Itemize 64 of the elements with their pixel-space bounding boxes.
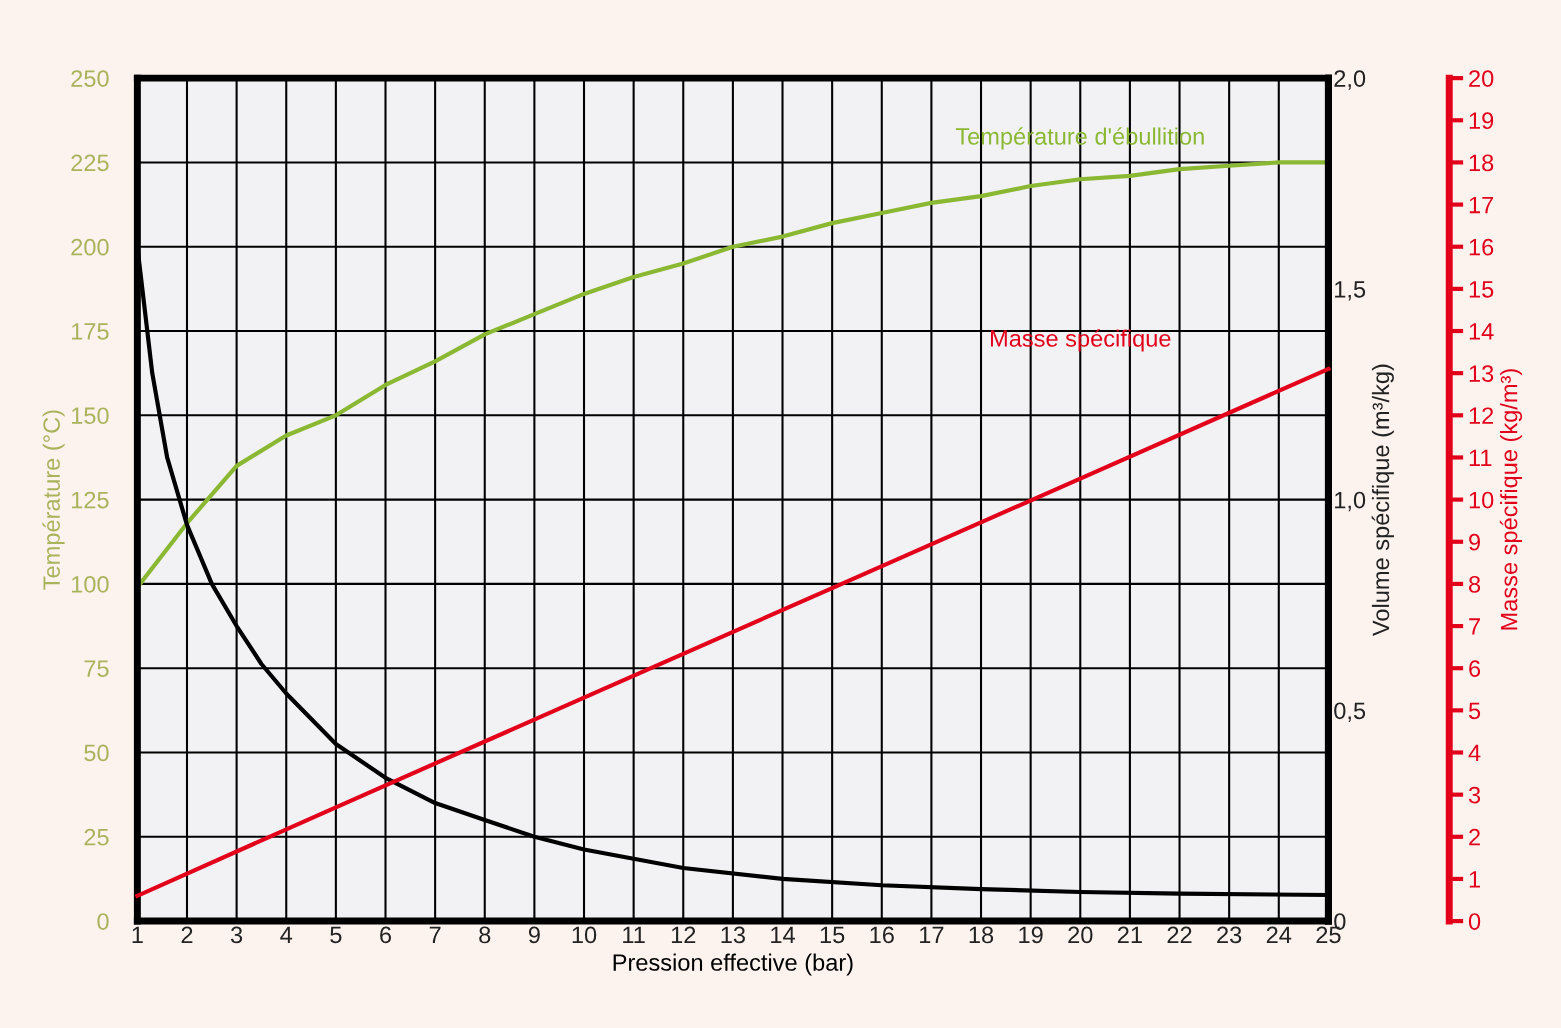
x-tick-label: 8 bbox=[479, 926, 491, 944]
x-tick-label: 1 bbox=[132, 926, 143, 944]
y3-tick-label: 14 bbox=[1469, 323, 1494, 340]
y3-tick-label: 4 bbox=[1468, 744, 1481, 762]
x-tick-label: 20 bbox=[1068, 926, 1093, 944]
x-tick-label: 5 bbox=[330, 926, 342, 944]
y3-tick-label: 19 bbox=[1469, 112, 1494, 130]
x-tick-label: 10 bbox=[572, 926, 597, 944]
y-tick-label: 100 bbox=[72, 575, 109, 593]
y2-tick-label: 0,5 bbox=[1334, 702, 1366, 722]
y3-axis-title: Masse spécifique (kg/m³) bbox=[1499, 369, 1523, 630]
x-tick-label: 13 bbox=[721, 926, 745, 944]
y-tick-label: 125 bbox=[72, 491, 109, 509]
y3-tick-label: 13 bbox=[1469, 365, 1494, 382]
x-tick-label: 16 bbox=[870, 926, 894, 944]
y3-tick-label: 8 bbox=[1469, 575, 1481, 593]
y3-tick-label: 2 bbox=[1469, 828, 1480, 846]
y3-tick-label: 15 bbox=[1469, 281, 1494, 298]
y-tick-label: 225 bbox=[71, 154, 109, 172]
y2-tick-label: 1,5 bbox=[1335, 281, 1366, 301]
x-tick-label: 15 bbox=[820, 926, 845, 944]
x-tick-label: 11 bbox=[623, 926, 645, 944]
y-axis-title: Température (°C) bbox=[42, 410, 65, 590]
y-tick-label: 175 bbox=[72, 323, 109, 340]
y3-tick-label: 6 bbox=[1469, 660, 1481, 677]
y2-tick-label: 1,0 bbox=[1335, 491, 1366, 512]
x-tick-label: 19 bbox=[1019, 926, 1043, 944]
y3-tick-label: 20 bbox=[1469, 70, 1494, 87]
x-tick-label: 21 bbox=[1117, 926, 1142, 944]
y3-tick-label: 12 bbox=[1469, 407, 1494, 424]
x-axis-title: Pression effective (bar) bbox=[613, 953, 853, 976]
x-tick-label: 12 bbox=[671, 926, 696, 944]
x-tick-label: 17 bbox=[920, 926, 944, 944]
x-tick-label: 4 bbox=[280, 926, 293, 944]
y3-tick-label: 18 bbox=[1469, 154, 1494, 172]
y2-axis-title: Volume spécifique (m³/kg) bbox=[1371, 364, 1394, 636]
y3-tick-label: 9 bbox=[1469, 533, 1481, 551]
y3-tick-label: 3 bbox=[1468, 786, 1481, 804]
y-tick-label: 75 bbox=[84, 660, 109, 677]
y-tick-label: 200 bbox=[71, 238, 109, 256]
x-tick-label: 9 bbox=[528, 926, 540, 944]
x-tick-label: 24 bbox=[1266, 926, 1292, 944]
y-tick-label: 250 bbox=[71, 70, 109, 87]
y3-tick-label: 11 bbox=[1469, 449, 1492, 467]
y3-tick-label: 16 bbox=[1469, 238, 1494, 256]
x-tick-label: 2 bbox=[181, 926, 193, 944]
y2-tick-label: 2,0 bbox=[1334, 70, 1366, 90]
y3-tick-label: 5 bbox=[1468, 702, 1481, 720]
x-tick-label: 6 bbox=[380, 926, 392, 944]
y3-tick-label: 0 bbox=[1468, 913, 1481, 930]
y3-tick-label: 7 bbox=[1469, 618, 1480, 635]
y3-tick-label: 17 bbox=[1469, 196, 1494, 214]
x-tick-label: 14 bbox=[771, 926, 795, 944]
x-tick-label: 7 bbox=[429, 926, 441, 944]
x-tick-label: 3 bbox=[230, 926, 243, 944]
x-tick-label: 18 bbox=[969, 926, 994, 944]
y3-tick-label: 10 bbox=[1469, 491, 1494, 509]
y-tick-label: 25 bbox=[84, 828, 109, 846]
x-tick-label: 23 bbox=[1217, 926, 1242, 944]
y-tick-label: 0 bbox=[97, 913, 109, 930]
y-tick-label: 50 bbox=[84, 744, 109, 762]
y-tick-label: 150 bbox=[72, 407, 109, 425]
x-tick-label: 22 bbox=[1167, 926, 1192, 944]
y3-tick-label: 1 bbox=[1469, 871, 1480, 888]
